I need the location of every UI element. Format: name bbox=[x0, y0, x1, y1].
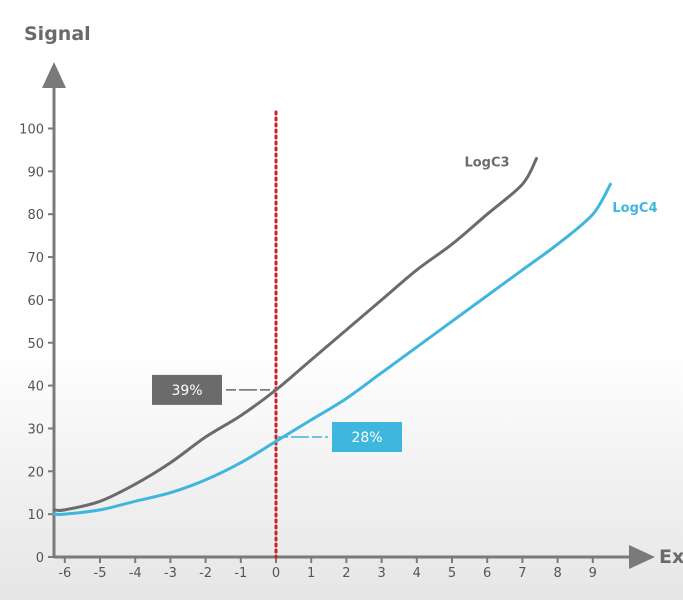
y-axis-arrow bbox=[42, 62, 66, 88]
x-tick-label: 5 bbox=[448, 566, 456, 581]
callout-label: 39% bbox=[171, 383, 202, 399]
x-tick-label: 9 bbox=[589, 566, 597, 581]
x-tick-label: 3 bbox=[377, 566, 385, 581]
x-tick-label: 8 bbox=[553, 566, 561, 581]
x-tick-label: -6 bbox=[58, 566, 71, 581]
y-tick-label: 100 bbox=[19, 123, 44, 138]
x-tick-label: 1 bbox=[307, 566, 315, 581]
y-tick-label: 30 bbox=[27, 422, 44, 437]
x-tick-label: 0 bbox=[272, 566, 280, 581]
y-tick-label: 20 bbox=[27, 465, 44, 480]
y-tick-label: 10 bbox=[27, 508, 44, 523]
y-tick-label: 70 bbox=[27, 251, 44, 266]
series-group: LogC3 LogC4 bbox=[52, 155, 658, 516]
x-tick-label: 6 bbox=[483, 566, 491, 581]
callout-box bbox=[152, 374, 222, 405]
y-tick-label: 60 bbox=[27, 294, 44, 309]
x-tick-label: -1 bbox=[234, 566, 247, 581]
y-tick-label: 40 bbox=[27, 380, 44, 395]
callout-group: 39% 28% bbox=[152, 374, 402, 453]
x-axis-title: Ex bbox=[659, 546, 683, 568]
x-tick-label: -3 bbox=[164, 566, 177, 581]
series-line-logc4 bbox=[52, 182, 612, 516]
x-tick-label: -5 bbox=[94, 566, 107, 581]
x-tick-label: -2 bbox=[199, 566, 212, 581]
y-tick-label: 80 bbox=[27, 208, 44, 223]
y-axis-title: Signal bbox=[24, 23, 91, 45]
series-line-logc3 bbox=[52, 156, 538, 512]
x-tick-label: -4 bbox=[129, 566, 142, 581]
callout-box bbox=[332, 422, 402, 453]
y-tick-label: 50 bbox=[27, 337, 44, 352]
x-axis-arrow bbox=[629, 545, 655, 569]
series-label-logc4: LogC4 bbox=[612, 201, 657, 216]
x-tick-label: 2 bbox=[342, 566, 350, 581]
series-label-logc3: LogC3 bbox=[464, 155, 509, 170]
y-tick-label: 90 bbox=[27, 165, 44, 180]
x-tick-label: 7 bbox=[518, 566, 526, 581]
x-tick-label: 4 bbox=[413, 566, 421, 581]
axes bbox=[42, 62, 655, 569]
callout-label: 28% bbox=[351, 430, 382, 446]
y-tick-label: 0 bbox=[36, 551, 44, 566]
tick-group: 0 10 20 30 40 50 60 70 80 90 100 -6 -5 -4 -3 -2 -1 0 1 2 3 4 5… bbox=[19, 123, 597, 582]
